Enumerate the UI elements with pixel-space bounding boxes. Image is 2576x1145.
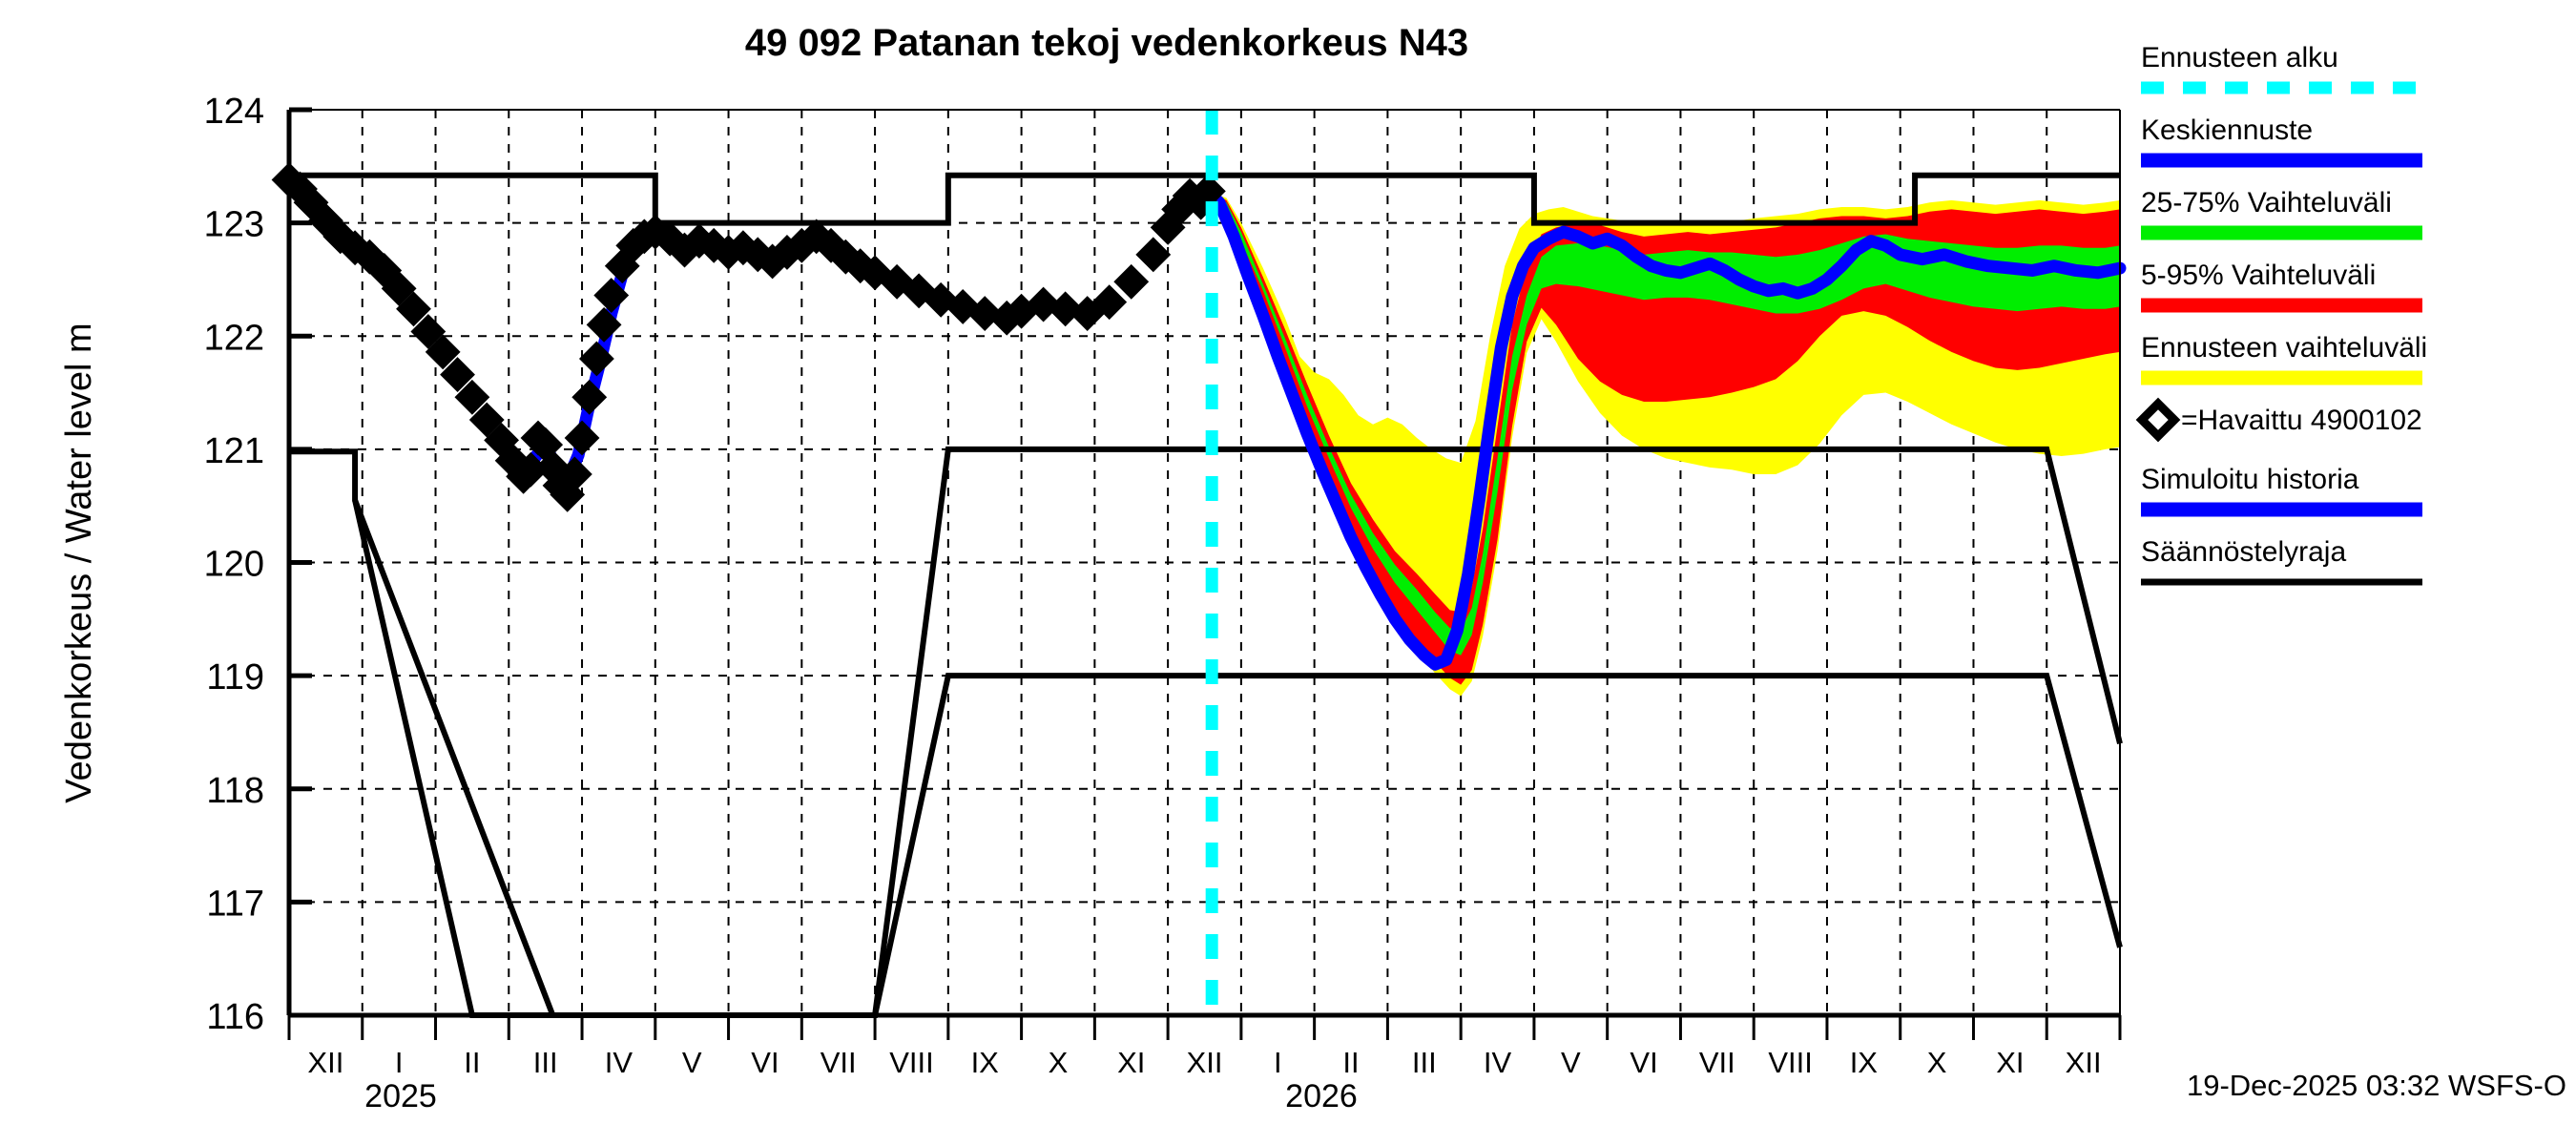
observed-diamond [425,334,461,370]
observed-diamond [571,379,608,415]
y-tick-label: 123 [204,205,264,245]
observed-diamond [468,402,505,438]
observed-diamond [381,271,417,306]
x-axis-ticks: XII I II III IV V VI VII VIII IX X XI XII I II III IV V VI… [287,1015,2122,1079]
observed-diamond [652,220,688,257]
y-tick-label: 118 [206,771,264,811]
legend-label: 5-95% Vaihteluväli [2141,260,2376,291]
x-tick-label: VI [751,1046,779,1079]
y-axis-title: Vedenkorkeus / Water level m [59,323,99,802]
x-tick-label: XII [2066,1046,2102,1079]
y-tick-label: 122 [204,318,264,358]
y-tick-label: 116 [206,997,264,1037]
regulation-line [352,446,2123,1018]
forecast-bands [1208,191,2120,697]
x-tick-label: VII [821,1046,857,1079]
legend-label: Ennusteen vaihteluväli [2141,332,2427,364]
observed-markers [271,162,1226,512]
observed-diamond [593,278,630,313]
x-tick-label: II [1342,1046,1359,1079]
observed-diamond [1113,263,1150,300]
observed-diamond [1091,284,1128,321]
observed-diamond [410,314,447,349]
observed-diamond [440,357,475,392]
observed-diamond [1135,237,1172,273]
y-tick-label: 124 [204,92,264,132]
x-tick-label: III [1412,1046,1437,1079]
x-tick-label: IX [971,1046,1000,1079]
x-tick-label: XII [1187,1046,1223,1079]
observed-diamond [396,291,431,327]
x-tick-label: VII [1699,1046,1735,1079]
x-tick-label: I [1274,1046,1282,1079]
page-title: 49 092 Patanan tekoj vedenkorkeus N43 [745,22,1468,64]
y-axis-title-label: Vedenkorkeus / Water level m [59,323,99,802]
x-tick-label: VIII [1768,1046,1813,1079]
regulation-line [289,172,2120,226]
x-tick-label: X [1049,1046,1069,1079]
y-axis-ticks: 124 123 122 121 120 119 118 117 116 [204,92,312,1037]
line-keskiennuste [1201,184,2127,671]
x-tick-label: I [395,1046,404,1079]
band-5-95-vaihteluv-li [1208,191,2120,685]
y-tick-label: 120 [204,545,264,585]
y-tick-label: 119 [206,657,264,697]
footer-timestamp: 19-Dec-2025 03:32 WSFS-O [2187,1069,2566,1102]
legend-label: Säännöstelyraja [2141,536,2346,568]
x-tick-label: X [1927,1046,1947,1079]
legend-label: =Havaittu 4900102 [2181,405,2422,436]
y-tick-label: 121 [204,431,264,471]
x-tick-label: XI [1117,1046,1145,1079]
observed-diamond [586,306,622,343]
x-tick-label: VIII [889,1046,934,1079]
band-25-75-vaihteluv-li [1208,191,2120,656]
observed-diamond [578,341,614,377]
x-tick-label: IV [1484,1046,1512,1079]
x-tick-label: III [533,1046,558,1079]
year-label-right: 2026 [1285,1078,1358,1114]
x-tick-label: V [682,1046,702,1079]
x-tick-label: VI [1630,1046,1657,1079]
x-tick-label: XI [1996,1046,2024,1079]
legend-label: 25-75% Vaihteluväli [2141,187,2392,219]
y-tick-label: 117 [206,884,264,924]
observed-diamond [564,420,600,456]
x-tick-label: II [464,1046,480,1079]
legend-label: Ennusteen alku [2141,42,2338,73]
x-tick-label: V [1561,1046,1581,1079]
legend-label: Keskiennuste [2141,114,2313,146]
x-tick-label: IV [605,1046,634,1079]
x-tick-label: XII [307,1046,343,1079]
legend-diamond-icon [2135,397,2181,443]
legend-label: Simuloitu historia [2141,464,2359,495]
observed-diamond [454,379,490,415]
observed-diamond [556,456,592,492]
x-tick-label: IX [1850,1046,1879,1079]
year-label-left: 2025 [364,1078,437,1114]
chart-legend: Ennusteen alku Keskiennuste 25-75% Vaihtel… [2135,42,2427,586]
